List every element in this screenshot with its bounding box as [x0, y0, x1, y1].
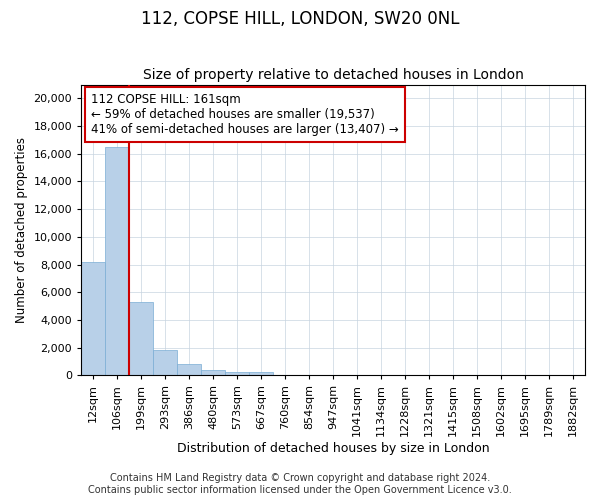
- Text: 112, COPSE HILL, LONDON, SW20 0NL: 112, COPSE HILL, LONDON, SW20 0NL: [141, 10, 459, 28]
- Bar: [153, 350, 177, 376]
- Text: Contains HM Land Registry data © Crown copyright and database right 2024.
Contai: Contains HM Land Registry data © Crown c…: [88, 474, 512, 495]
- Title: Size of property relative to detached houses in London: Size of property relative to detached ho…: [143, 68, 524, 82]
- Bar: [225, 372, 249, 376]
- Y-axis label: Number of detached properties: Number of detached properties: [15, 137, 28, 323]
- X-axis label: Distribution of detached houses by size in London: Distribution of detached houses by size …: [177, 442, 490, 455]
- Bar: [177, 364, 201, 376]
- Bar: [105, 147, 129, 376]
- Text: 112 COPSE HILL: 161sqm
← 59% of detached houses are smaller (19,537)
41% of semi: 112 COPSE HILL: 161sqm ← 59% of detached…: [91, 94, 399, 136]
- Bar: [201, 370, 225, 376]
- Bar: [129, 302, 153, 376]
- Bar: [249, 372, 273, 376]
- Bar: [81, 262, 105, 376]
